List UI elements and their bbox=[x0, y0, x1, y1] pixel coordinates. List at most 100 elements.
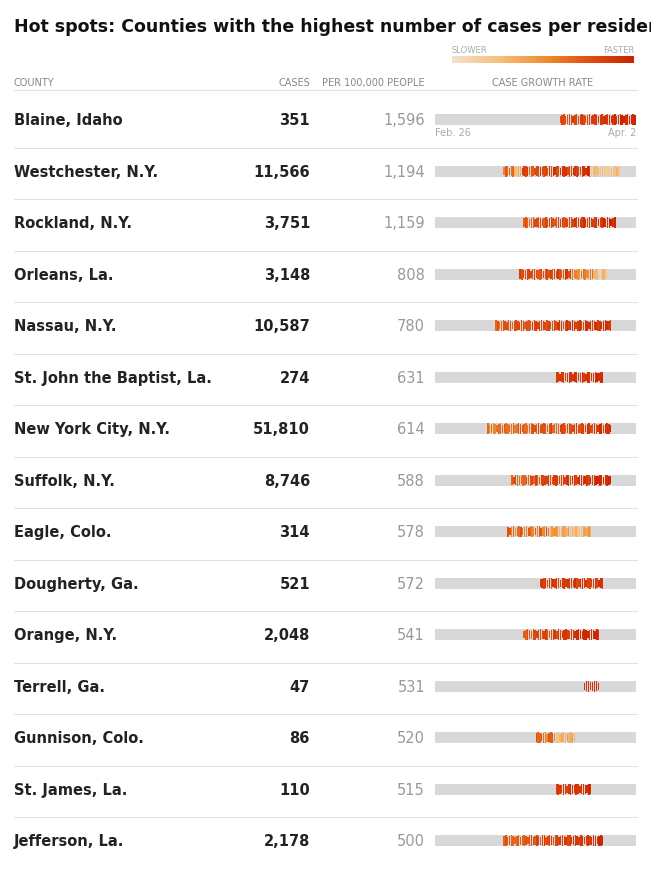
Bar bbox=[564, 167, 565, 177]
Bar bbox=[603, 425, 604, 433]
Bar bbox=[581, 785, 583, 794]
Bar bbox=[567, 374, 568, 382]
Bar bbox=[574, 528, 575, 536]
Bar bbox=[585, 785, 586, 793]
Bar bbox=[529, 270, 530, 280]
Bar bbox=[567, 220, 568, 228]
Bar bbox=[595, 57, 598, 64]
Bar bbox=[570, 527, 571, 538]
Bar bbox=[574, 322, 575, 331]
Bar bbox=[591, 580, 592, 587]
Bar bbox=[529, 527, 531, 537]
Bar bbox=[523, 219, 525, 228]
Bar bbox=[602, 167, 603, 177]
Bar bbox=[534, 220, 536, 228]
Bar bbox=[564, 269, 566, 281]
Bar bbox=[584, 837, 585, 845]
Bar bbox=[538, 630, 540, 640]
Bar bbox=[605, 116, 607, 125]
Bar bbox=[558, 579, 559, 588]
Bar bbox=[585, 580, 587, 587]
Bar bbox=[599, 322, 601, 331]
Bar bbox=[553, 321, 555, 332]
Bar bbox=[555, 785, 557, 794]
Bar bbox=[586, 57, 589, 64]
Bar bbox=[540, 580, 541, 587]
Bar bbox=[561, 475, 562, 486]
Bar bbox=[588, 681, 589, 692]
Bar bbox=[607, 116, 608, 126]
Bar bbox=[559, 57, 562, 64]
Bar bbox=[550, 733, 551, 743]
Bar bbox=[532, 322, 533, 330]
Bar bbox=[557, 784, 559, 795]
Bar bbox=[566, 57, 568, 64]
Bar bbox=[587, 579, 589, 588]
Bar bbox=[611, 57, 614, 64]
Bar bbox=[570, 424, 572, 434]
Text: 3,148: 3,148 bbox=[264, 268, 310, 282]
Bar bbox=[540, 476, 542, 486]
Bar bbox=[574, 373, 575, 383]
Bar bbox=[503, 425, 505, 434]
Text: 572: 572 bbox=[397, 576, 425, 591]
Bar bbox=[576, 218, 577, 229]
Bar bbox=[594, 372, 596, 383]
Bar bbox=[546, 321, 547, 332]
Bar bbox=[538, 167, 540, 177]
Bar bbox=[505, 57, 507, 64]
Bar bbox=[560, 580, 561, 587]
Text: 314: 314 bbox=[279, 525, 310, 540]
Text: 500: 500 bbox=[397, 833, 425, 848]
Bar bbox=[592, 116, 594, 125]
Bar bbox=[583, 630, 585, 640]
Bar bbox=[536, 733, 537, 742]
Text: Rockland, N.Y.: Rockland, N.Y. bbox=[14, 216, 132, 231]
Bar bbox=[551, 424, 552, 434]
Bar bbox=[505, 424, 506, 434]
Bar bbox=[535, 322, 537, 331]
Bar bbox=[542, 168, 543, 176]
Bar bbox=[588, 527, 590, 537]
Bar bbox=[511, 57, 514, 64]
Bar bbox=[582, 578, 583, 589]
Bar bbox=[538, 836, 540, 846]
Bar bbox=[578, 629, 579, 640]
Text: 521: 521 bbox=[279, 576, 310, 591]
Bar bbox=[590, 682, 591, 690]
Bar bbox=[590, 784, 591, 794]
Bar bbox=[566, 270, 568, 280]
Bar bbox=[557, 57, 559, 64]
Bar bbox=[514, 837, 516, 845]
Bar bbox=[553, 837, 554, 845]
Bar bbox=[529, 835, 531, 846]
Bar bbox=[475, 57, 477, 64]
Bar bbox=[559, 733, 561, 742]
Bar bbox=[548, 322, 549, 331]
Bar bbox=[579, 116, 581, 125]
Bar bbox=[585, 374, 587, 381]
Bar bbox=[531, 527, 533, 538]
Bar bbox=[620, 57, 623, 64]
Bar bbox=[602, 218, 603, 229]
Bar bbox=[578, 580, 579, 587]
Bar bbox=[553, 219, 554, 229]
Bar bbox=[502, 57, 505, 64]
Bar bbox=[535, 475, 536, 486]
Bar bbox=[513, 477, 515, 484]
Bar bbox=[573, 169, 574, 176]
Bar bbox=[533, 477, 534, 485]
Bar bbox=[584, 683, 585, 690]
Bar bbox=[608, 476, 609, 485]
Bar bbox=[570, 476, 572, 485]
Bar bbox=[470, 57, 473, 64]
Bar bbox=[500, 57, 503, 64]
Bar bbox=[568, 785, 570, 794]
Bar bbox=[592, 425, 594, 434]
Bar bbox=[591, 374, 592, 381]
Bar bbox=[579, 220, 581, 228]
Bar bbox=[543, 57, 546, 64]
Bar bbox=[596, 424, 597, 434]
Bar bbox=[531, 424, 532, 434]
Bar bbox=[551, 578, 552, 589]
